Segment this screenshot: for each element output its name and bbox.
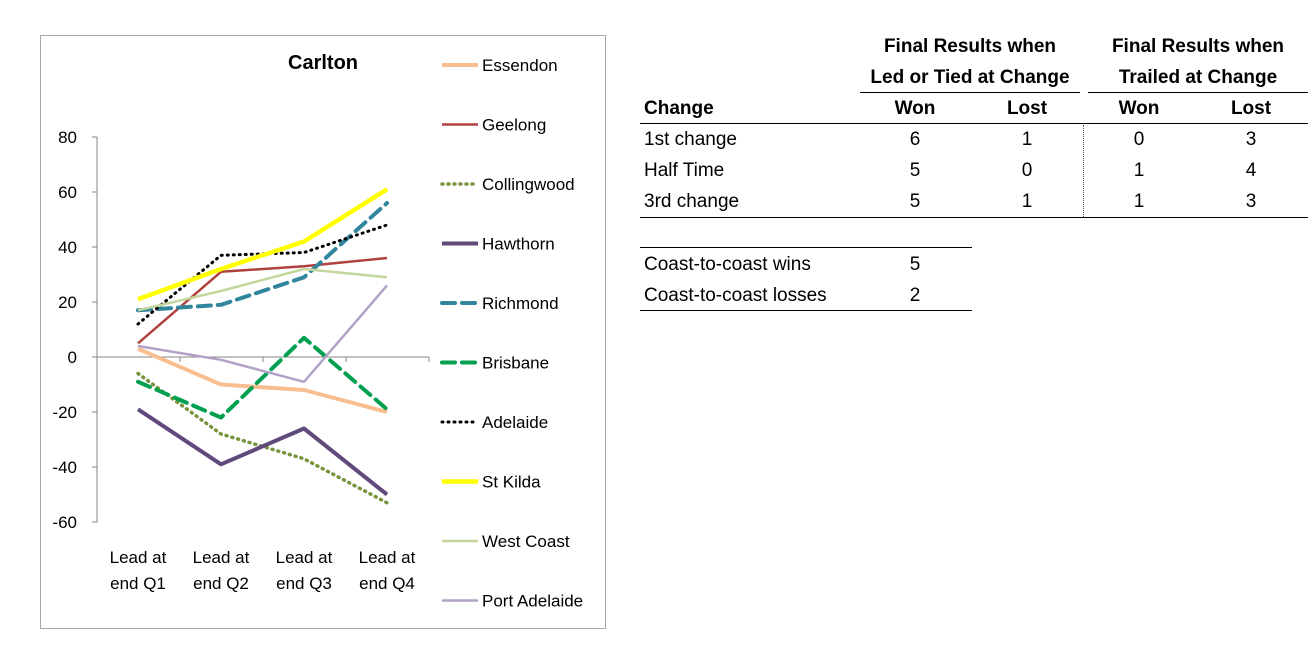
coast-table-bottom-rule xyxy=(640,310,972,311)
line-chart: Carlton -60 -40 -20 0 20 40 60 80 Lead at end Q1 Le… xyxy=(52,52,583,611)
series-line-port-adelaide xyxy=(137,284,388,384)
trailed-lost-value: 3 xyxy=(1245,191,1257,212)
led-lost-value: 1 xyxy=(1021,191,1033,212)
table-bottom-rule xyxy=(640,217,1308,218)
legend-entry: Collingwood xyxy=(482,175,575,194)
legend-entry: Port Adelaide xyxy=(482,592,583,611)
trailed-lost-value: 3 xyxy=(1245,129,1257,150)
x-tick-label: Lead at xyxy=(193,548,250,567)
y-tick-label: 60 xyxy=(58,183,77,202)
x-tick-label: Lead at xyxy=(359,548,416,567)
led-won-value: 5 xyxy=(909,191,921,212)
coast-losses-value: 2 xyxy=(909,285,921,306)
legend-entry: West Coast xyxy=(482,532,570,551)
column-header-trailed-won: Won xyxy=(1118,98,1160,119)
group-header-trailed-line1: Final Results when xyxy=(1111,36,1285,57)
trailed-won-value: 1 xyxy=(1133,160,1145,181)
group-header-led-line1: Final Results when xyxy=(883,36,1057,57)
y-tick-label: 20 xyxy=(58,293,77,312)
legend-entry: Geelong xyxy=(482,116,546,135)
trailed-won-value: 0 xyxy=(1133,129,1145,150)
y-tick-label: -20 xyxy=(52,403,77,422)
y-tick-label: 0 xyxy=(68,348,77,367)
trailed-won-value: 1 xyxy=(1133,191,1145,212)
row-label: 3rd change xyxy=(644,191,740,212)
y-tick-label: 80 xyxy=(58,128,77,147)
legend-entry: St Kilda xyxy=(482,473,541,492)
group-header-trailed-line2: Trailed at Change xyxy=(1118,67,1278,88)
column-header-trailed-lost: Lost xyxy=(1230,98,1272,119)
led-won-value: 5 xyxy=(909,160,921,181)
series-line-essendon xyxy=(137,346,388,414)
y-tick-label: -60 xyxy=(52,513,77,532)
x-tick-label: end Q1 xyxy=(110,574,166,593)
coast-wins-label: Coast-to-coast wins xyxy=(644,254,811,275)
chart-panel: Carlton -60 -40 -20 0 20 40 60 80 Lead at end Q1 Le… xyxy=(40,35,606,629)
series-line-brisbane xyxy=(136,335,389,420)
series-line-west-coast xyxy=(137,267,388,312)
trailed-lost-value: 4 xyxy=(1245,160,1257,181)
table-column-separator xyxy=(1083,125,1084,217)
coast-wins-value: 5 xyxy=(909,254,921,275)
series-line-collingwood xyxy=(136,371,389,505)
table-header-rule xyxy=(640,123,1308,124)
row-label: 1st change xyxy=(644,129,737,150)
led-lost-value: 0 xyxy=(1021,160,1033,181)
group-header-led-line2: Led or Tied at Change xyxy=(870,67,1070,88)
column-header-led-lost: Lost xyxy=(1006,98,1048,119)
legend-entry: Hawthorn xyxy=(482,235,555,254)
legend-entry: Richmond xyxy=(482,294,559,313)
row-label: Half Time xyxy=(644,160,725,181)
legend-entry: Adelaide xyxy=(482,413,548,432)
results-tables: Final Results when Led or Tied at Change… xyxy=(640,34,1308,334)
x-tick-label: end Q2 xyxy=(193,574,249,593)
x-tick-label: Lead at xyxy=(110,548,167,567)
y-tick-label: 40 xyxy=(58,238,77,257)
x-tick-label: end Q3 xyxy=(276,574,332,593)
led-lost-value: 1 xyxy=(1021,129,1033,150)
column-header-change: Change xyxy=(644,98,714,119)
x-tick-label: end Q4 xyxy=(359,574,415,593)
chart-title: Carlton xyxy=(288,52,358,74)
coast-losses-label: Coast-to-coast losses xyxy=(644,285,827,306)
group-header-underline-led xyxy=(860,92,1080,93)
y-tick-label: -40 xyxy=(52,458,77,477)
legend-entry: Essendon xyxy=(482,56,558,75)
column-header-led-won: Won xyxy=(894,98,936,119)
group-header-underline-trailed xyxy=(1088,92,1308,93)
series-line-st-kilda xyxy=(137,187,389,302)
coast-table-top-rule xyxy=(640,247,972,248)
series-line-hawthorn xyxy=(136,407,389,497)
led-won-value: 6 xyxy=(909,129,921,150)
legend-entry: Brisbane xyxy=(482,354,549,373)
x-tick-label: Lead at xyxy=(276,548,333,567)
